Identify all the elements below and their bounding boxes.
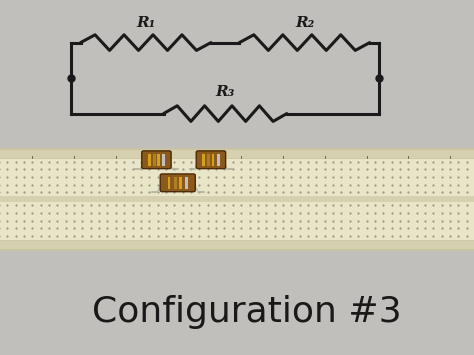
Bar <box>174 177 177 189</box>
Text: R₁: R₁ <box>136 16 155 30</box>
Bar <box>0 149 474 248</box>
Bar <box>168 177 171 189</box>
Bar <box>157 154 160 166</box>
Bar <box>217 154 219 166</box>
Bar <box>185 177 188 189</box>
Bar <box>0 149 474 158</box>
FancyBboxPatch shape <box>196 151 226 169</box>
Text: R₃: R₃ <box>216 85 235 99</box>
Text: Configuration #3: Configuration #3 <box>91 295 401 329</box>
Bar <box>211 154 214 166</box>
Text: R₂: R₂ <box>295 16 314 30</box>
Bar <box>162 154 165 166</box>
Bar <box>0 196 474 202</box>
Bar <box>179 177 182 189</box>
Bar <box>208 154 210 166</box>
FancyBboxPatch shape <box>160 174 195 192</box>
Bar <box>153 154 156 166</box>
Bar <box>202 154 205 166</box>
FancyBboxPatch shape <box>142 151 171 169</box>
Bar <box>0 240 474 248</box>
Bar <box>148 154 151 166</box>
